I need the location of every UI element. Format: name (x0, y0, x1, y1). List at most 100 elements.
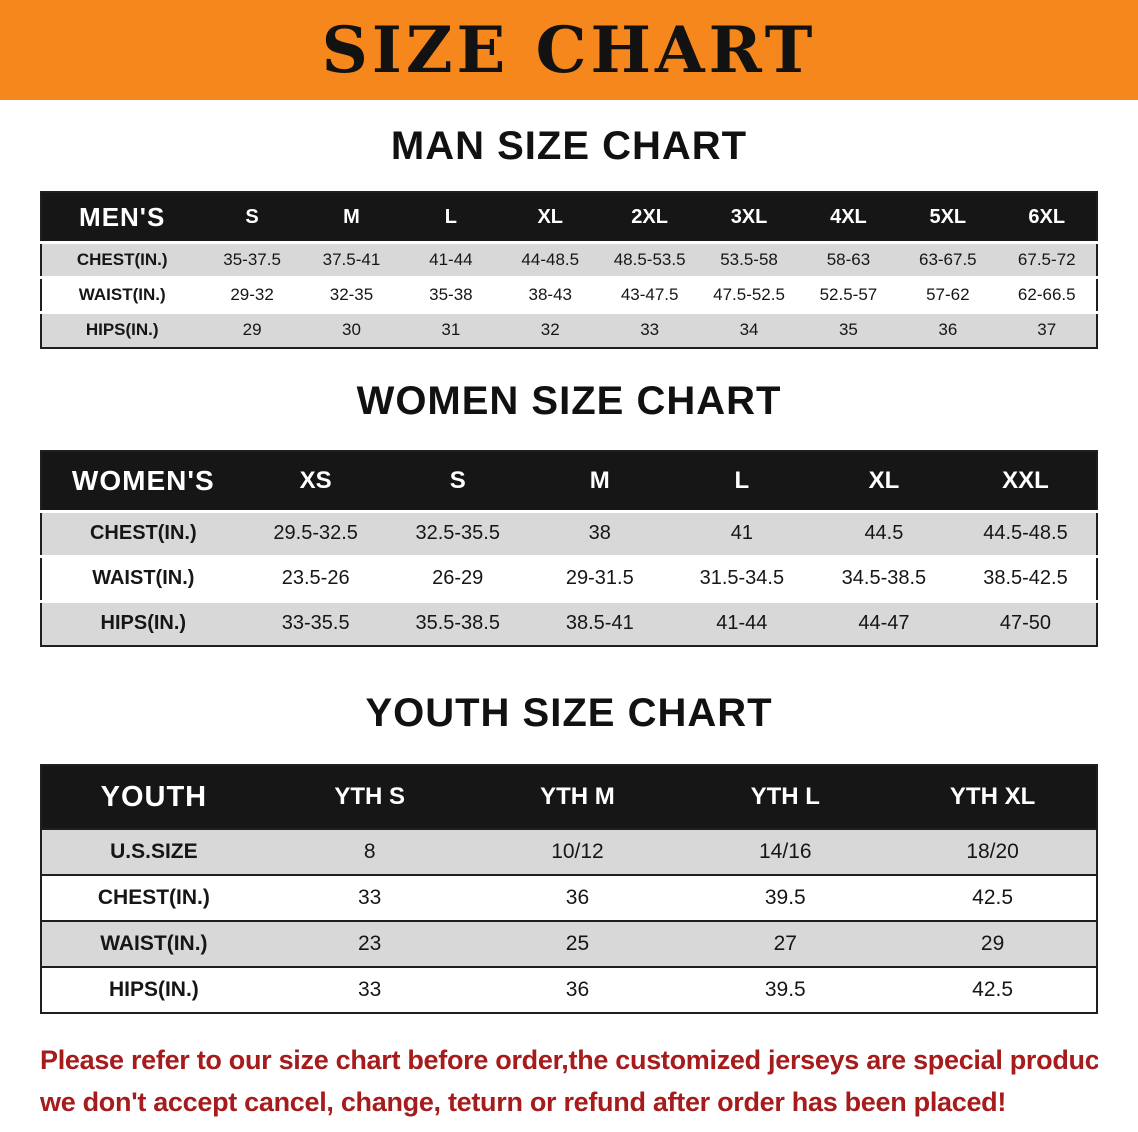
size-column-header: 5XL (898, 192, 998, 243)
size-value: 44.5-48.5 (983, 522, 1068, 544)
table-row: U.S.SIZE 8 10/12 14/16 18/20 (41, 829, 1097, 875)
disclaimer-line-2: we don't accept cancel, change, teturn o… (40, 1086, 1007, 1117)
youth-size-table: YOUTH YTH S YTH M YTH L YTH XL U.S.SIZE 8 10/12… (40, 764, 1098, 1014)
women-section-heading: WOMEN SIZE CHART (356, 378, 782, 423)
size-column-header: YTH S (265, 765, 474, 829)
size-value: 29-32 (230, 285, 274, 304)
size-value: 33 (357, 978, 382, 1001)
size-value: 62-66.5 (1017, 285, 1076, 304)
size-column-header: M (301, 192, 402, 243)
table-header-row: MEN'S S M L XL 2XL 3XL 4XL 5XL 6XL (41, 192, 1097, 243)
size-value: 43-47.5 (620, 285, 679, 304)
table-row: CHEST(IN.) 33 36 39.5 42.5 (41, 875, 1097, 921)
disclaimer-note: Please refer to our size chart before or… (40, 1040, 1098, 1124)
size-value: 29 (980, 932, 1005, 955)
size-value: 29 (242, 320, 262, 340)
size-value: 29-31.5 (565, 567, 634, 589)
size-value: 34.5-38.5 (841, 567, 927, 589)
size-column-header: L (401, 192, 501, 243)
table-row: WAIST(IN.) 23 25 27 29 (41, 921, 1097, 967)
size-column-header: L (670, 450, 813, 511)
men-size-table-wrap: MEN'S S M L XL 2XL 3XL 4XL 5XL 6XL CHEST(IN.) 35-37… (40, 191, 1098, 349)
table-row: HIPS(IN.) 33-35.5 35.5-38.5 38.5-41 41-44 44-… (41, 601, 1097, 646)
size-value: 38.5-42.5 (983, 567, 1068, 589)
row-label: WAIST(IN.) (78, 285, 166, 304)
size-value: 31.5-34.5 (699, 567, 785, 589)
table-title-cell: MEN'S (41, 192, 203, 243)
row-label: CHEST(IN.) (89, 522, 197, 544)
size-column-header: YTH M (473, 765, 682, 829)
size-value: 42.5 (972, 978, 1014, 1001)
disclaimer-line-1: Please refer to our size chart before or… (40, 1045, 1098, 1075)
size-column-header: 2XL (599, 192, 700, 243)
size-value: 36 (938, 320, 958, 340)
table-row: HIPS(IN.) 33 36 39.5 42.5 (41, 967, 1097, 1013)
size-value: 34 (739, 320, 759, 340)
size-column-header: XXL (954, 450, 1097, 511)
table-row: HIPS(IN.) 29 30 31 32 33 34 35 36 37 (41, 312, 1097, 348)
table-header-row: YOUTH YTH S YTH M YTH L YTH XL (41, 765, 1097, 829)
size-value: 32-35 (329, 285, 374, 304)
size-value: 35-37.5 (223, 250, 281, 269)
row-label: HIPS(IN.) (100, 612, 187, 635)
size-value: 30 (342, 320, 361, 340)
row-label: HIPS(IN.) (108, 978, 199, 1001)
table-title-cell: WOMEN'S (41, 450, 245, 511)
size-value: 33 (640, 320, 660, 340)
size-value: 35-38 (429, 285, 473, 304)
size-column-header: XL (812, 450, 955, 511)
banner: SIZE CHART (0, 0, 1138, 100)
size-column-header: 6XL (997, 192, 1097, 243)
size-value: 37 (1037, 320, 1057, 340)
size-value: 25 (565, 932, 590, 955)
size-value: 47-50 (999, 612, 1052, 635)
size-value: 14/16 (759, 840, 812, 863)
youth-size-table-wrap: YOUTH YTH S YTH M YTH L YTH XL U.S.SIZE 8 10/12… (40, 764, 1098, 1014)
size-value: 36 (565, 886, 590, 909)
table-row: WAIST(IN.) 29-32 32-35 35-38 38-43 43-47.5 47.… (41, 277, 1097, 313)
size-value: 38.5-41 (565, 612, 634, 635)
size-value: 36 (565, 978, 590, 1001)
table-row: CHEST(IN.) 29.5-32.5 32.5-35.5 38 41 44.5 44.5… (41, 511, 1097, 556)
size-value: 32.5-35.5 (415, 522, 500, 544)
size-value: 48.5-53.5 (613, 250, 686, 269)
size-column-header: 4XL (798, 192, 899, 243)
row-label: CHEST(IN.) (97, 886, 210, 909)
size-value: 18/20 (966, 840, 1019, 863)
youth-section-heading: YOUTH SIZE CHART (365, 691, 773, 735)
size-value: 53.5-58 (720, 250, 778, 269)
size-column-header: S (386, 450, 529, 511)
size-value: 33 (357, 886, 382, 909)
size-value: 44.5 (864, 522, 904, 544)
size-value: 10/12 (551, 840, 604, 863)
size-value: 44-48.5 (521, 250, 580, 269)
size-value: 39.5 (764, 978, 806, 1001)
row-label: U.S.SIZE (110, 840, 198, 863)
size-value: 35 (838, 320, 858, 340)
size-value: 67.5-72 (1017, 250, 1076, 269)
size-column-header: XS (244, 450, 387, 511)
row-label: WAIST(IN.) (100, 932, 208, 955)
size-value: 26-29 (432, 567, 484, 589)
size-value: 23.5-26 (281, 567, 350, 589)
size-value: 41 (730, 522, 753, 544)
size-value: 47.5-52.5 (713, 285, 785, 304)
women-size-table: WOMEN'S XS S M L XL XXL CHEST(IN.) 29.5-32.5 32.5… (40, 449, 1098, 647)
size-value: 31 (441, 320, 461, 340)
row-label: WAIST(IN.) (92, 567, 195, 589)
size-value: 41-44 (716, 612, 768, 635)
row-label: HIPS(IN.) (85, 320, 159, 340)
size-value: 52.5-57 (819, 285, 878, 304)
size-value: 38-43 (528, 285, 572, 304)
size-value: 44-47 (858, 612, 910, 635)
size-value: 37.5-41 (322, 250, 381, 269)
size-value: 8 (363, 840, 376, 863)
men-size-section: MAN SIZE CHART MEN'S S M L XL 2XL 3XL 4XL 5XL 6XL… (0, 124, 1138, 349)
size-value: 39.5 (764, 886, 806, 909)
size-column-header: YTH XL (889, 765, 1097, 829)
size-column-header: 3XL (699, 192, 799, 243)
table-row: WAIST(IN.) 23.5-26 26-29 29-31.5 31.5-34.5 34… (41, 556, 1097, 601)
size-value: 23 (357, 932, 382, 955)
size-value: 35.5-38.5 (415, 612, 500, 635)
